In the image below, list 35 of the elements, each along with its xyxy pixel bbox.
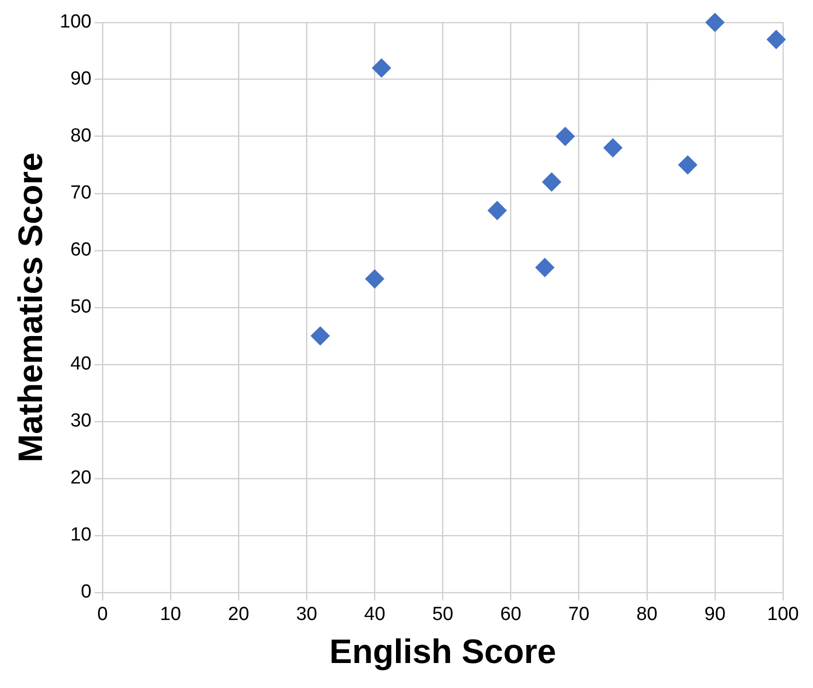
- x-tick-label: 90: [704, 604, 726, 626]
- x-tick-label: 70: [568, 604, 590, 626]
- y-tick-label: 90: [70, 68, 92, 90]
- y-tick-label: 0: [80, 582, 92, 603]
- x-tick-label: 10: [160, 604, 182, 626]
- x-tick-label: 100: [767, 604, 799, 626]
- y-tick-label: 80: [70, 126, 92, 147]
- y-tick-label: 30: [70, 410, 92, 432]
- x-tick-label: 80: [636, 604, 658, 626]
- point: [556, 126, 575, 146]
- y-tick-label: 40: [70, 354, 92, 375]
- point: [310, 326, 330, 346]
- y-axis-title: Mathematics Score: [12, 152, 50, 462]
- point: [766, 30, 786, 49]
- x-tick-label: 40: [364, 604, 386, 626]
- x-tick-label: 20: [228, 604, 250, 626]
- x-tick-label: 50: [432, 604, 454, 626]
- y-tick-label: 100: [60, 12, 92, 33]
- point: [372, 58, 392, 78]
- x-tick-label: 30: [296, 604, 318, 626]
- x-tick-label: 60: [500, 604, 522, 626]
- y-tick-label: 10: [70, 524, 92, 546]
- point: [542, 172, 562, 192]
- point: [488, 201, 507, 220]
- y-tick-label: 20: [70, 468, 92, 489]
- x-axis-title: English Score: [329, 632, 556, 671]
- point: [705, 12, 724, 32]
- y-tick-label: 50: [70, 296, 92, 318]
- y-tick-label: 60: [70, 240, 92, 261]
- x-tick-label: 0: [97, 604, 108, 626]
- y-tick-label: 70: [70, 182, 92, 204]
- point: [365, 269, 384, 288]
- point: [603, 138, 622, 158]
- point: [678, 155, 698, 174]
- point: [535, 258, 554, 277]
